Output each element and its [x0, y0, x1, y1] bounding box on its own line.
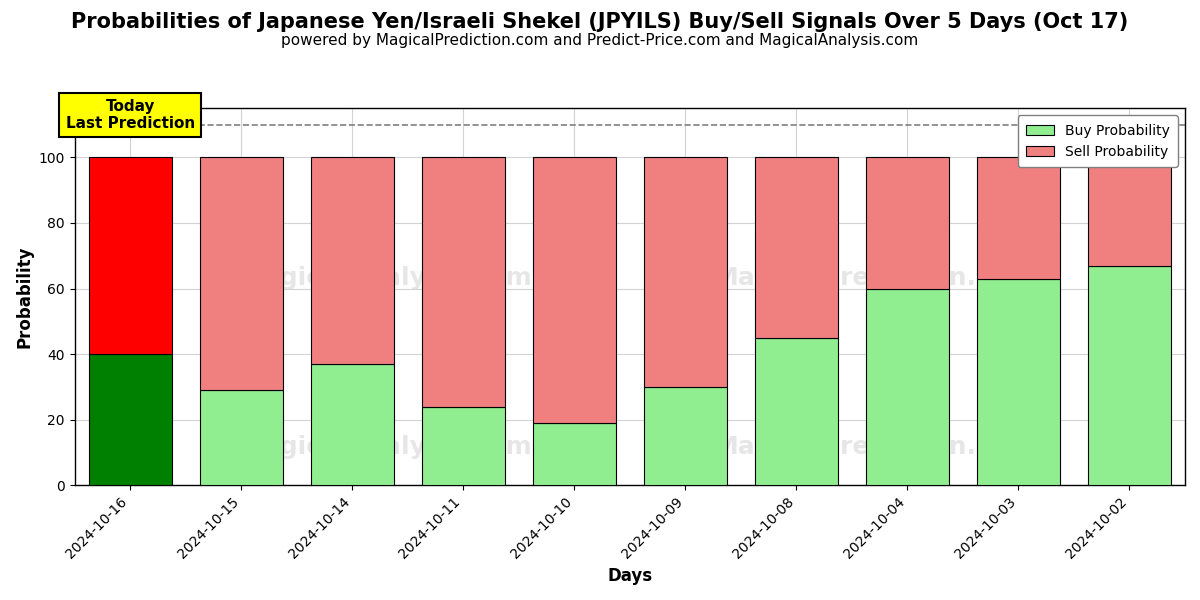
Bar — [199, 390, 283, 485]
Bar — [311, 364, 394, 485]
Bar — [1088, 266, 1171, 485]
Text: Probabilities of Japanese Yen/Israeli Shekel (JPYILS) Buy/Sell Signals Over 5 Da: Probabilities of Japanese Yen/Israeli Sh… — [71, 12, 1129, 32]
Bar — [755, 157, 838, 338]
Bar — [977, 157, 1060, 278]
Text: MagicalAnalysis.com: MagicalAnalysis.com — [239, 436, 533, 460]
Text: Today
Last Prediction: Today Last Prediction — [66, 99, 194, 131]
Bar — [1088, 157, 1171, 266]
Bar — [533, 423, 616, 485]
Bar — [311, 157, 394, 364]
Bar — [643, 157, 727, 387]
Legend: Buy Probability, Sell Probability: Buy Probability, Sell Probability — [1018, 115, 1178, 167]
Bar — [89, 157, 172, 354]
Text: MagicalPrediction.com: MagicalPrediction.com — [714, 436, 1034, 460]
X-axis label: Days: Days — [607, 567, 653, 585]
Y-axis label: Probability: Probability — [16, 245, 34, 348]
Bar — [199, 157, 283, 390]
Bar — [643, 387, 727, 485]
Bar — [421, 407, 505, 485]
Text: MagicalAnalysis.com: MagicalAnalysis.com — [239, 266, 533, 290]
Text: MagicalPrediction.com: MagicalPrediction.com — [714, 266, 1034, 290]
Bar — [89, 354, 172, 485]
Bar — [865, 289, 949, 485]
Bar — [865, 157, 949, 289]
Bar — [533, 157, 616, 423]
Bar — [421, 157, 505, 407]
Text: powered by MagicalPrediction.com and Predict-Price.com and MagicalAnalysis.com: powered by MagicalPrediction.com and Pre… — [281, 33, 919, 48]
Bar — [977, 278, 1060, 485]
Bar — [755, 338, 838, 485]
